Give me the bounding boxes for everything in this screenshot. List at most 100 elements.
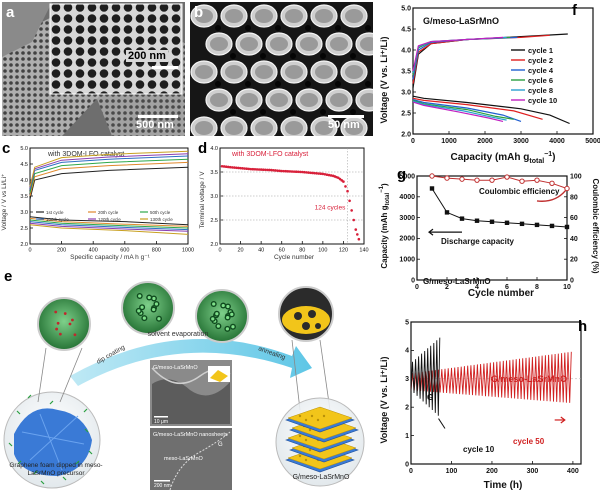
panel-g-ytick-right: 60 bbox=[570, 215, 578, 222]
panel-g-ytick: 1000 bbox=[399, 257, 415, 264]
panel-h-ytick: 3 bbox=[405, 376, 409, 383]
panel-d-point bbox=[226, 165, 230, 169]
panel-d-point bbox=[286, 170, 290, 173]
right-caption: G/meso-LaSrMnO bbox=[292, 474, 350, 481]
panel-d-ylabel: Terminal voltage / V bbox=[199, 171, 206, 229]
panel-f-xtick: 3000 bbox=[513, 138, 529, 145]
panel-d-ytick: 2.5 bbox=[210, 218, 218, 224]
panel-d-point bbox=[352, 218, 356, 222]
panel-g-point-discharge bbox=[444, 210, 450, 215]
panel-c-ytick: 5.0 bbox=[20, 146, 28, 152]
sem-inset-bottom bbox=[150, 428, 232, 490]
panel-g-ylabel-left: Capacity (mAh gtotal−1) bbox=[379, 183, 391, 269]
panel-d-point bbox=[243, 167, 246, 170]
panel-d-point bbox=[251, 167, 255, 171]
panel-d-point bbox=[292, 170, 296, 173]
panel-g-xtick: 2 bbox=[445, 284, 449, 291]
panel-g-point-ce bbox=[549, 180, 555, 186]
panel-d-xtick: 60 bbox=[279, 248, 285, 254]
sem-bottom-g: G bbox=[218, 442, 223, 448]
panel-d: d with 3DOM-LFO catalyst Cycle number Te… bbox=[196, 140, 372, 262]
panel-g-point-ce bbox=[474, 177, 480, 183]
panel-f-xtick: 5000 bbox=[585, 138, 600, 145]
panel-f-xtick: 0 bbox=[411, 138, 415, 145]
panel-f-legend-item: cycle 1 bbox=[528, 46, 553, 55]
panel-d-point bbox=[354, 228, 358, 231]
panel-d-xtick: 0 bbox=[218, 248, 221, 254]
panel-d-point bbox=[272, 168, 275, 172]
panel-g-ylabel-right: Coulombic efficiency (%) bbox=[591, 178, 600, 273]
panel-c-series-charge bbox=[29, 166, 189, 200]
panel-d-point bbox=[290, 170, 294, 173]
panel-a-inset bbox=[49, 3, 183, 95]
panel-g-point-discharge bbox=[459, 216, 465, 221]
panel-b-texture bbox=[190, 2, 373, 136]
panel-f-xtick: 1000 bbox=[441, 138, 457, 145]
panel-g-xtick: 0 bbox=[415, 284, 419, 291]
panel-d-point bbox=[311, 171, 314, 175]
sem-bottom-scale: 200 nm bbox=[154, 483, 171, 489]
panel-h-annot-g: G bbox=[427, 393, 433, 402]
panel-d-point bbox=[329, 174, 333, 177]
panel-c-ytick: 4.5 bbox=[20, 162, 28, 168]
panel-c-series-charge bbox=[29, 155, 189, 190]
panel-d-chart: with 3DOM-LFO catalyst Cycle number Term… bbox=[199, 146, 369, 261]
sem-bottom-meso: meso-LaSrMnO bbox=[164, 456, 204, 462]
sphere-3 bbox=[195, 289, 249, 343]
panel-c-series-charge bbox=[29, 158, 189, 193]
panel-g-point-discharge bbox=[504, 220, 510, 225]
panel-h-chart: Voltage (V vs. Li⁺/Li) Time (h) G G/meso… bbox=[379, 319, 582, 491]
panel-d-point bbox=[241, 167, 244, 170]
panel-d-ytick: 3.0 bbox=[210, 194, 218, 200]
panel-b-scale-text: 50 nm bbox=[328, 119, 360, 131]
panel-d-point bbox=[278, 169, 281, 173]
panel-h-ylabel: Voltage (V vs. Li⁺/Li) bbox=[379, 356, 389, 443]
panel-h-ytick: 1 bbox=[405, 433, 409, 440]
panel-f-series-discharge bbox=[412, 97, 543, 120]
panel-d-point bbox=[313, 171, 316, 175]
panel-d-point bbox=[255, 168, 259, 171]
panel-b-tem-image: b 50 nm bbox=[190, 2, 373, 136]
panel-d-xtick: 40 bbox=[258, 248, 264, 254]
panel-g-ytick: 5000 bbox=[399, 173, 415, 180]
panel-d-point bbox=[307, 171, 310, 174]
panel-c-ylabel: Voltage / V vs Li/Li⁺ bbox=[1, 173, 8, 230]
panel-g-annot-ce: Coulombic efficiency bbox=[479, 187, 560, 196]
panel-d-point bbox=[346, 189, 349, 193]
panel-d-point bbox=[323, 173, 327, 176]
panel-d-point bbox=[296, 170, 300, 174]
panel-d-point bbox=[303, 170, 306, 174]
panel-g-xtick: 8 bbox=[535, 284, 539, 291]
panel-h-ytick: 4 bbox=[405, 348, 409, 355]
panel-f-ytick: 5.0 bbox=[401, 5, 411, 12]
panel-c-chart: with 3DOM-LFO catalyst Specific capacity… bbox=[1, 146, 194, 261]
panel-c-ytick: 2.5 bbox=[20, 226, 28, 232]
panel-c-series-discharge bbox=[29, 216, 189, 226]
graphene-foam bbox=[14, 408, 92, 476]
panel-f-xtick: 4000 bbox=[549, 138, 565, 145]
panel-h-xtick: 400 bbox=[567, 468, 579, 475]
panel-a-scalebar bbox=[138, 115, 178, 118]
panel-c-xtick: 800 bbox=[152, 248, 161, 254]
panel-g-ytick-right: 40 bbox=[570, 236, 578, 243]
panel-g-ytick-right: 80 bbox=[570, 194, 578, 201]
panel-c-series-charge bbox=[29, 161, 189, 197]
panel-g-ytick: 3000 bbox=[399, 215, 415, 222]
panel-g-point-ce bbox=[504, 174, 510, 180]
panel-g-series-discharge bbox=[431, 188, 568, 228]
panel-g-xlabel: Cycle number bbox=[468, 288, 534, 299]
panel-d-point bbox=[321, 172, 325, 176]
panel-h-ytick: 0 bbox=[405, 461, 409, 468]
panel-h-annot-c50: cycle 50 bbox=[513, 437, 545, 446]
panel-d-point bbox=[298, 170, 302, 174]
sem-bottom-label: G/meso-LaSrMnO nanosheets bbox=[153, 432, 228, 438]
panel-a-sem-image: a 200 nm 500 nm bbox=[2, 2, 185, 136]
panel-d-point bbox=[300, 170, 304, 174]
panel-d-xtick: 100 bbox=[318, 248, 327, 254]
panel-f-legend-item: cycle 6 bbox=[528, 76, 553, 85]
panel-g-point-ce bbox=[519, 178, 525, 184]
panel-a-texture bbox=[2, 2, 185, 136]
panel-h-ytick: 2 bbox=[405, 405, 409, 412]
panel-d-point bbox=[231, 166, 234, 169]
panel-c-series-discharge bbox=[29, 217, 189, 227]
